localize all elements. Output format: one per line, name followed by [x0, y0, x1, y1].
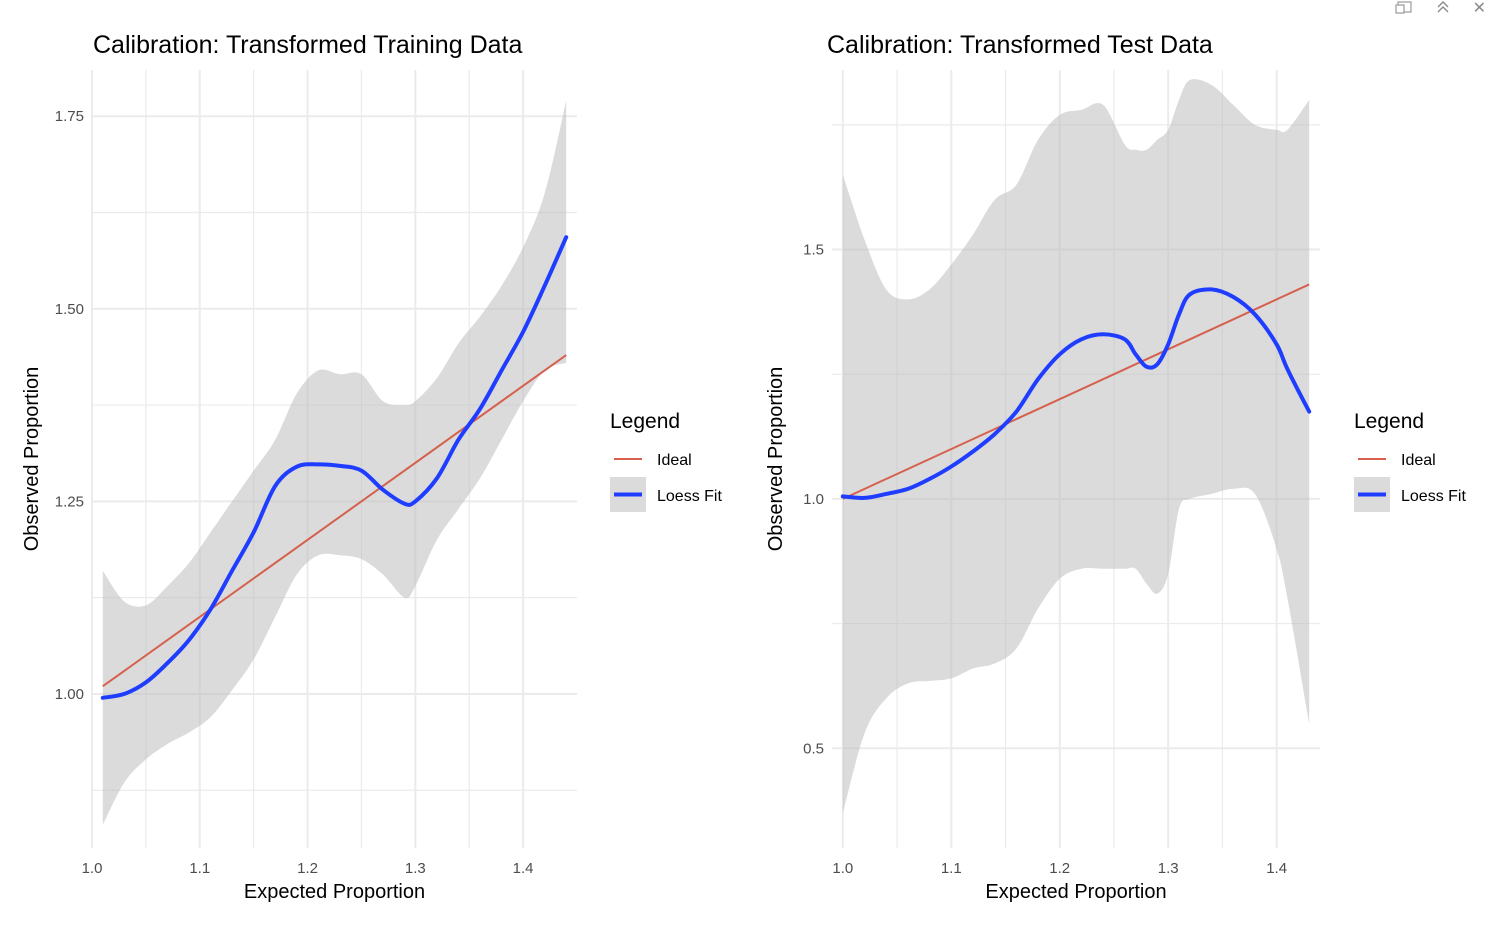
chart-panel-2: 1.0 1.1 1.2 1.3 1.4 0.5 1.0 1.5 Calibration: Tra… — [765, 31, 1466, 903]
loess-fit-line — [100, 235, 569, 700]
y-axis-label: Observed Proportion — [21, 367, 43, 552]
chart-title: Calibration: Transformed Test Data — [827, 31, 1213, 59]
legend-label-ideal: Ideal — [1401, 452, 1436, 469]
chart-title: Calibration: Transformed Training Data — [93, 31, 522, 59]
legend: Legend Ideal Loess Fit — [610, 410, 722, 512]
collapse-icon[interactable] — [1435, 0, 1451, 19]
x-tick-label: 1.0 — [82, 860, 103, 877]
legend-label-loess: Loess Fit — [1401, 488, 1466, 505]
y-tick-label: 0.5 — [803, 740, 824, 757]
ideal-line — [842, 283, 1310, 500]
loess-fit-line — [840, 287, 1312, 500]
x-tick-label: 1.2 — [1049, 860, 1070, 877]
y-tick-label: 1.0 — [803, 491, 824, 508]
x-tick-label: 1.1 — [189, 860, 210, 877]
legend-label-ideal: Ideal — [657, 452, 692, 469]
ideal-line — [102, 354, 567, 688]
y-tick-label: 1.25 — [55, 493, 84, 510]
legend: Legend Ideal Loess Fit — [1354, 410, 1466, 512]
y-tick-label: 1.00 — [55, 686, 84, 703]
legend-title: Legend — [1354, 410, 1424, 433]
window-controls: ✕ — [1394, 0, 1486, 19]
x-tick-label: 1.3 — [1158, 860, 1179, 877]
y-axis-label: Observed Proportion — [765, 367, 787, 552]
legend-title: Legend — [610, 410, 680, 433]
panel-icon[interactable] — [1394, 0, 1413, 19]
confidence-band — [842, 79, 1310, 814]
x-tick-label: 1.1 — [941, 860, 962, 877]
y-tick-label: 1.5 — [803, 242, 824, 259]
x-axis-label: Expected Proportion — [244, 881, 425, 903]
x-tick-label: 1.0 — [832, 860, 853, 877]
x-tick-label: 1.3 — [405, 860, 426, 877]
legend-label-loess: Loess Fit — [657, 488, 722, 505]
x-tick-label: 1.2 — [297, 860, 318, 877]
y-tick-label: 1.50 — [55, 301, 84, 318]
x-axis-label: Expected Proportion — [985, 881, 1166, 903]
close-icon[interactable]: ✕ — [1472, 0, 1486, 17]
x-tick-label: 1.4 — [1266, 860, 1287, 877]
x-tick-label: 1.4 — [513, 860, 534, 877]
chart-panel-1: 1.0 1.1 1.2 1.3 1.4 1.00 1.25 1.50 1.75 Calibrati… — [21, 31, 722, 903]
confidence-band — [102, 100, 567, 825]
y-tick-label: 1.75 — [55, 108, 84, 125]
